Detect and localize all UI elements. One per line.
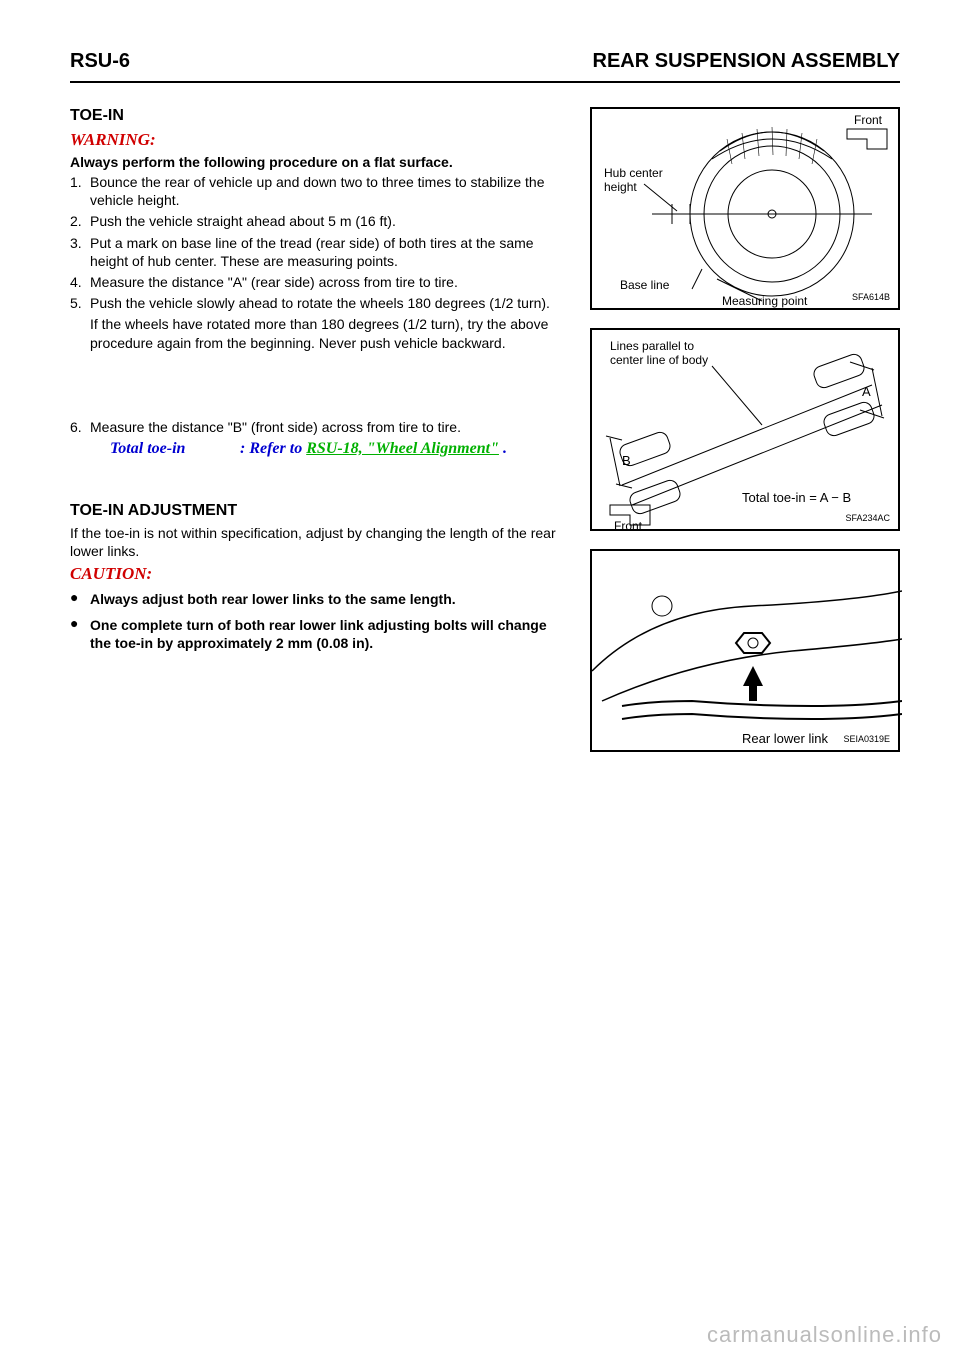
step-num-4: 4.	[70, 273, 90, 291]
bullet-2: ●	[70, 614, 90, 654]
figure-total-toein: A B Lines parallel to center line of bod…	[590, 328, 900, 531]
fig2-b-text: B	[622, 453, 631, 468]
step-num-5: 5.	[70, 294, 90, 312]
fig1-mp-text: Measuring point	[722, 294, 808, 308]
fig1-hub-text-1: Hub center	[604, 166, 663, 180]
step-1: Bounce the rear of vehicle up and down t…	[90, 173, 570, 209]
step-4: Measure the distance "A" (rear side) acr…	[90, 273, 570, 291]
watermark: carmanualsonline.info	[707, 1322, 942, 1348]
caution-label: CAUTION:	[70, 564, 152, 583]
spec-colon: : Refer to	[240, 440, 306, 457]
spec-period: .	[499, 440, 507, 457]
fig2-eq: Total toe-in = A − B	[742, 490, 851, 505]
page-code: RSU-6	[70, 50, 130, 73]
fig2-lines-2: center line of body	[610, 353, 708, 367]
fig2-lines-1: Lines parallel to	[610, 339, 694, 353]
step-6: Measure the distance "B" (front side) ac…	[90, 418, 570, 436]
caution-1: Always adjust both rear lower links to t…	[90, 590, 570, 608]
toeadj-intro: If the toe-in is not within specificatio…	[70, 524, 570, 560]
fig1-base-text: Base line	[620, 278, 670, 292]
toein-note: If the wheels have rotated more than 180…	[90, 315, 570, 351]
fig1-hub-text-2: height	[604, 180, 637, 194]
fig1-front-text: Front	[854, 113, 883, 127]
toein-title: TOE-IN	[70, 107, 570, 125]
spec-value: : Refer to RSU-18, "Wheel Alignment" .	[240, 440, 507, 458]
figure-rear-lower-link: Rear lower link SEIA0319E	[590, 549, 900, 752]
fig2-a-text: A	[862, 384, 871, 399]
fig1-code: SFA614B	[852, 292, 890, 302]
step-5: Push the vehicle slowly ahead to rotate …	[90, 294, 570, 312]
figure-hub-center: Front Hub center height Base line Measur…	[590, 107, 900, 310]
step-num-2: 2.	[70, 212, 90, 230]
toeadj-title: TOE-IN ADJUSTMENT	[70, 502, 570, 520]
spec-link[interactable]: RSU-18, "Wheel Alignment"	[306, 440, 499, 457]
page-title: REAR SUSPENSION ASSEMBLY	[593, 50, 900, 73]
fig3-rll: Rear lower link	[742, 731, 828, 746]
warning-label: WARNING:	[70, 130, 156, 149]
fig2-code: SFA234AC	[845, 513, 890, 523]
spec-label: Total toe-in	[110, 440, 240, 458]
step-3: Put a mark on base line of the tread (re…	[90, 234, 570, 270]
header-rule	[70, 81, 900, 83]
bullet-1: ●	[70, 588, 90, 610]
fig2-front: Front	[614, 519, 643, 533]
step-num-1: 1.	[70, 173, 90, 209]
warning-text: Always perform the following procedure o…	[70, 154, 570, 170]
step-num-6: 6.	[70, 418, 90, 436]
fig3-code: SEIA0319E	[843, 734, 890, 744]
caution-2: One complete turn of both rear lower lin…	[90, 616, 570, 652]
step-num-3: 3.	[70, 234, 90, 270]
step-2: Push the vehicle straight ahead about 5 …	[90, 212, 570, 230]
